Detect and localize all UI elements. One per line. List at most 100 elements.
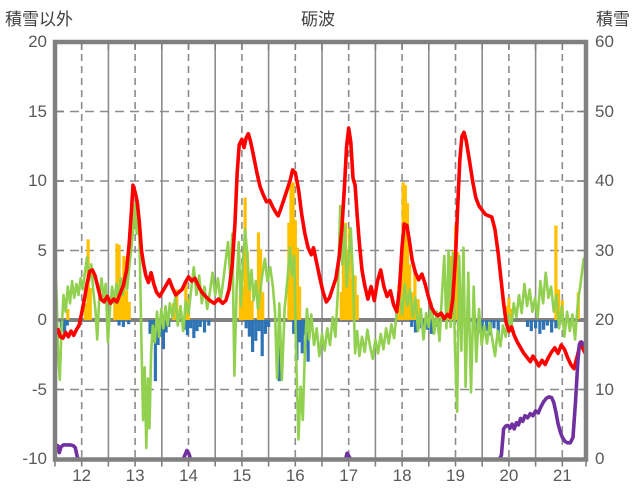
bar-blue <box>538 320 542 334</box>
bar-blue <box>117 320 121 326</box>
bar-orange <box>556 289 561 320</box>
bar-orange <box>261 292 265 320</box>
bar-blue <box>202 320 207 333</box>
left-axis-tick-label: -5 <box>31 379 47 399</box>
left-axis-title: 積雪以外 <box>5 10 73 29</box>
bar-orange <box>341 225 345 320</box>
bar-orange <box>250 300 254 320</box>
bar-orange <box>83 303 88 320</box>
bar-orange <box>355 294 359 320</box>
right-axis-tick-label: 10 <box>595 379 614 399</box>
left-axis-tick-label: -10 <box>22 449 47 468</box>
bar-blue <box>189 320 193 329</box>
bar-blue <box>480 320 484 339</box>
bar-orange <box>413 272 417 320</box>
right-axis-tick-label: 30 <box>595 240 614 260</box>
x-axis-tick-label: 14 <box>179 466 198 485</box>
bar-blue <box>277 320 281 382</box>
bar-orange <box>339 292 343 320</box>
bar-orange <box>115 243 119 320</box>
bar-blue <box>300 320 304 354</box>
bar-blue <box>195 320 199 332</box>
bar-blue <box>267 320 271 327</box>
bar-orange <box>256 232 261 320</box>
chart-title: 砺波 <box>301 10 335 29</box>
bar-orange <box>297 286 302 320</box>
bar-blue <box>410 320 414 327</box>
left-axis-tick-label: 15 <box>28 101 47 121</box>
bar-blue <box>63 320 67 333</box>
x-axis-tick-label: 15 <box>232 466 252 485</box>
bar-blue <box>198 320 202 327</box>
bar-blue <box>254 320 258 341</box>
bar-blue <box>247 320 251 337</box>
bar-blue <box>492 320 496 329</box>
bar-blue <box>185 320 190 336</box>
bar-orange <box>113 299 117 320</box>
left-axis-tick-label: 5 <box>37 240 47 260</box>
bar-orange <box>405 203 410 320</box>
bar-orange <box>350 278 354 320</box>
bar-blue <box>257 320 261 332</box>
bar-blue <box>292 320 296 334</box>
bar-blue <box>127 320 131 325</box>
x-axis-tick-label: 21 <box>552 466 572 485</box>
bar-blue <box>534 320 538 329</box>
bar-blue <box>413 320 418 333</box>
bar-orange <box>353 275 357 320</box>
x-axis-tick-label: 13 <box>125 466 145 485</box>
x-axis-tick-label: 19 <box>446 466 465 485</box>
bar-blue <box>161 320 166 350</box>
bar-blue <box>297 320 302 343</box>
bar-blue <box>554 320 558 329</box>
left-axis-tick-label: 10 <box>28 171 47 190</box>
bar-blue <box>148 320 152 334</box>
bar-orange <box>416 299 420 320</box>
bar-blue <box>244 320 248 329</box>
bar-blue <box>545 320 549 326</box>
bar-blue <box>542 320 546 330</box>
bar-blue <box>250 320 255 352</box>
right-axis-tick-label: 0 <box>595 449 605 468</box>
right-axis-tick-label: 20 <box>595 310 614 329</box>
bar-blue <box>525 320 530 327</box>
bar-blue <box>429 320 434 334</box>
bar-orange <box>119 278 123 320</box>
line-green <box>54 201 586 450</box>
x-axis-tick-label: 16 <box>285 466 305 485</box>
bar-blue <box>550 320 554 333</box>
bar-blue <box>263 320 267 334</box>
bar-orange <box>403 185 407 320</box>
bar-orange <box>291 182 295 320</box>
right-axis-tick-label: 60 <box>595 32 614 51</box>
bar-orange <box>127 301 131 320</box>
bar-blue <box>260 320 264 357</box>
bar-blue <box>164 320 168 333</box>
bar-orange <box>88 288 92 320</box>
line-red <box>53 126 588 371</box>
bar-orange <box>348 228 352 320</box>
bar-orange <box>247 283 251 320</box>
bar-blue <box>529 320 533 332</box>
bar-blue <box>153 320 157 382</box>
bar-blue <box>484 320 489 332</box>
bar-orange <box>241 286 245 320</box>
bar-orange <box>295 247 300 320</box>
bar-orange <box>66 308 70 320</box>
bar-orange <box>507 297 511 320</box>
left-axis-tick-label: 0 <box>37 310 47 329</box>
bar-orange <box>554 225 558 320</box>
bar-blue <box>65 320 69 326</box>
bar-orange <box>243 197 247 320</box>
right-axis-tick-label: 50 <box>595 101 614 121</box>
plot-frame <box>52 39 589 462</box>
bar-blue <box>306 320 310 362</box>
bar-blue <box>496 320 500 337</box>
bar-blue <box>192 320 196 339</box>
bar-blue <box>207 320 211 326</box>
x-axis-tick-label: 17 <box>339 466 359 485</box>
x-axis-tick-label: 12 <box>72 466 92 485</box>
bar-orange <box>124 290 129 320</box>
